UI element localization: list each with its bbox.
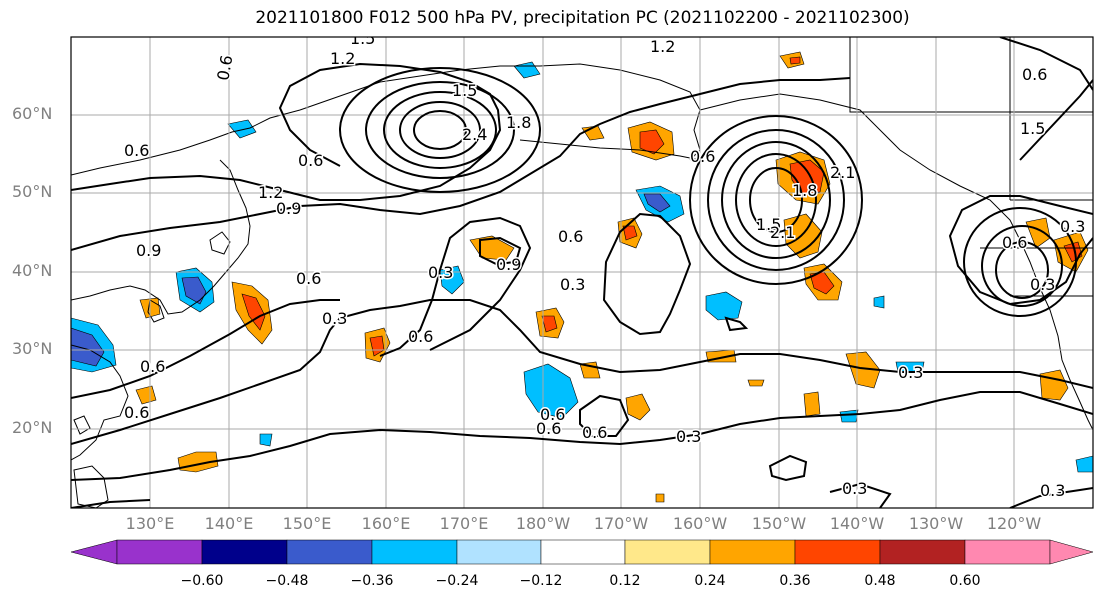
- colorbar-tick: −0.60: [180, 573, 224, 589]
- map-title: 2021101800 F012 500 hPa PV, precipitatio…: [255, 8, 910, 28]
- lat-label: 30°N: [12, 339, 53, 358]
- colorbar: [70, 539, 1094, 565]
- contour-label: 2.1: [830, 163, 855, 182]
- lon-label: 140°E: [204, 514, 254, 533]
- lon-label: 150°E: [282, 514, 332, 533]
- contour-label: 0.3: [1040, 481, 1065, 500]
- contour-label: 0.6: [558, 227, 583, 246]
- contour-label: 1.8: [506, 113, 531, 132]
- contour-label: 0.6: [1022, 65, 1047, 84]
- lon-label: 150°W: [751, 514, 807, 533]
- contour-label: 2.1: [770, 223, 795, 242]
- contour-label: 1.2: [330, 49, 355, 68]
- colorbar-tick: 0.48: [864, 573, 896, 589]
- contour-label: 0.6: [140, 357, 165, 376]
- contour-label: 0.9: [136, 241, 161, 260]
- lon-label: 120°W: [986, 514, 1042, 533]
- lon-label: 170°W: [593, 514, 649, 533]
- contour-label: 0.6: [1002, 233, 1027, 252]
- colorbar-extend-high: [1049, 539, 1094, 565]
- map-frame: [70, 36, 1094, 509]
- contour-label: 0.6: [540, 405, 565, 424]
- contour-label: 1.5: [350, 29, 375, 48]
- lon-label: 170°E: [439, 514, 489, 533]
- colorbar-tick: −0.36: [350, 573, 394, 589]
- contour-label: 0.3: [842, 479, 867, 498]
- precip-anomaly-shading: [71, 51, 1093, 503]
- lon-label: 140°W: [829, 514, 885, 533]
- colorbar-tick: −0.48: [265, 573, 309, 589]
- contour-label: 2.4: [462, 125, 487, 144]
- lat-label: 40°N: [12, 261, 53, 280]
- pv-contours: [71, 37, 1093, 508]
- contour-label: 0.3: [428, 263, 453, 282]
- contour-labels: 1.5 1.2 1.2 0.9 0.6 0.6 1.5 1.8 2.4 0.6 …: [123, 29, 1087, 502]
- colorbar-tick: 0.24: [694, 573, 726, 589]
- coastlines: [71, 37, 1093, 508]
- contour-label: 1.2: [650, 37, 675, 56]
- contour-label: 1.5: [1020, 119, 1045, 138]
- colorbar-tick: −0.24: [435, 573, 479, 589]
- contour-label: 0.3: [898, 363, 923, 382]
- lat-label: 20°N: [12, 418, 53, 437]
- contour-label: 0.6: [124, 403, 149, 422]
- contour-label: 0.6: [124, 141, 149, 160]
- contour-label: 0.6: [296, 269, 321, 288]
- graticule: [71, 37, 1093, 508]
- contour-label: 0.6: [298, 151, 323, 170]
- contour-label: 0.9: [276, 199, 301, 218]
- contour-label: 0.6: [536, 419, 561, 438]
- lon-label: 130°E: [125, 514, 175, 533]
- contour-label: 0.6: [582, 423, 607, 442]
- lon-label: 160°E: [361, 514, 411, 533]
- contour-label: 0.3: [322, 309, 347, 328]
- contour-label: 0.3: [676, 427, 701, 446]
- contour-label: 0.6: [690, 147, 715, 166]
- colorbar-extend-low: [70, 539, 118, 565]
- contour-label: 1.2: [258, 183, 283, 202]
- contour-label: 0.3: [1030, 275, 1055, 294]
- lat-label: 60°N: [12, 104, 53, 123]
- lon-label: 180°W: [515, 514, 571, 533]
- contour-label: 1.8: [792, 181, 817, 200]
- lon-label: 130°W: [908, 514, 964, 533]
- colorbar-tick: 0.60: [949, 573, 981, 589]
- contour-label: 0.3: [1060, 217, 1085, 236]
- contour-label: 0.9: [496, 255, 521, 274]
- map-panel: 1.5 1.2 1.2 0.9 0.6 0.6 1.5 1.8 2.4 0.6 …: [71, 29, 1093, 508]
- contour-label: 0.3: [560, 275, 585, 294]
- colorbar-tick: −0.12: [519, 573, 563, 589]
- contour-label: 1.5: [452, 81, 477, 100]
- lon-label: 160°W: [672, 514, 728, 533]
- contour-label: 1.5: [756, 215, 781, 234]
- lat-label: 50°N: [12, 182, 53, 201]
- colorbar-tick: 0.36: [779, 573, 811, 589]
- contour-label: 0.6: [408, 327, 433, 346]
- colorbar-tick: 0.12: [609, 573, 641, 589]
